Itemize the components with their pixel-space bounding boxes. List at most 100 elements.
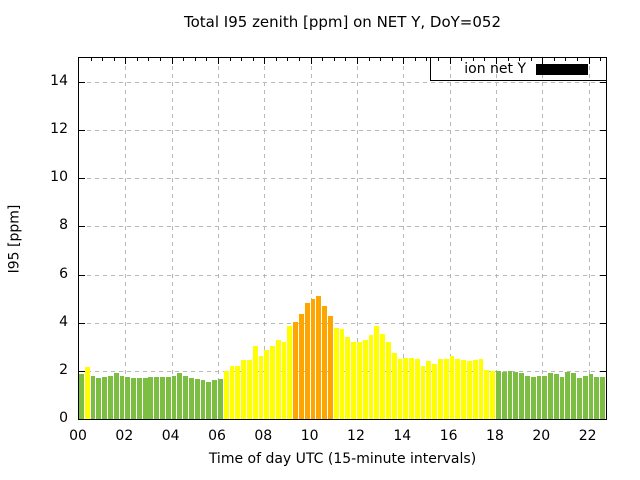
data-bar — [148, 376, 154, 419]
x-tick-mark — [345, 58, 347, 61]
x-tick-mark — [426, 58, 428, 61]
data-bar — [490, 370, 495, 419]
data-bar — [316, 296, 322, 419]
x-tick-mark — [461, 58, 463, 61]
x-tick-mark — [403, 58, 405, 64]
data-bar — [582, 375, 588, 419]
x-tick-label: 22 — [578, 428, 597, 444]
data-bar — [374, 326, 380, 419]
y-tick-label: 12 — [50, 121, 68, 138]
x-tick-mark — [217, 58, 219, 64]
data-bar — [351, 341, 356, 419]
data-bar — [252, 345, 258, 419]
data-bar — [287, 326, 293, 419]
x-tick-label: 10 — [300, 428, 319, 444]
y-tick-mark — [79, 322, 85, 324]
x-tick-mark — [287, 58, 289, 61]
x-tick-mark — [484, 58, 486, 61]
x-tick-mark — [356, 58, 358, 64]
x-tick-mark — [507, 58, 509, 61]
x-tick-mark — [275, 58, 277, 61]
data-bar — [594, 376, 600, 419]
data-bar — [345, 337, 351, 419]
data-bar — [333, 327, 339, 419]
y-tick-mark — [79, 178, 85, 180]
data-bar — [177, 373, 183, 419]
data-bar — [420, 366, 426, 419]
x-tick-mark — [299, 58, 301, 61]
gridline-vertical — [542, 58, 544, 419]
x-tick-label: 08 — [254, 428, 273, 444]
x-tick-label: 06 — [208, 428, 226, 444]
x-tick-mark — [241, 58, 243, 61]
data-bar — [559, 376, 565, 419]
data-bar — [501, 372, 507, 419]
y-tick-mark — [600, 274, 606, 276]
y-tick-mark — [600, 370, 606, 372]
x-tick-mark — [565, 58, 567, 61]
data-bar — [299, 314, 304, 419]
data-bar — [212, 380, 217, 419]
y-tick-label: 6 — [59, 265, 68, 282]
data-bar — [136, 378, 142, 419]
x-tick-mark — [588, 58, 590, 64]
x-tick-mark — [542, 58, 544, 64]
x-tick-label: 14 — [393, 428, 412, 444]
data-bar — [461, 360, 467, 419]
gridline-horizontal — [79, 274, 606, 276]
data-bar — [258, 356, 264, 419]
legend-label: ion net Y — [464, 61, 526, 77]
gridline-vertical — [217, 58, 219, 419]
y-tick-mark — [600, 130, 606, 132]
gridline-horizontal — [79, 322, 606, 324]
x-tick-mark — [600, 58, 602, 61]
gridline-vertical — [310, 58, 312, 419]
data-bar — [310, 298, 316, 419]
y-tick-label: 8 — [59, 217, 68, 234]
data-bar — [200, 380, 206, 419]
y-tick-mark — [600, 82, 606, 84]
x-tick-mark — [380, 58, 382, 61]
data-bar — [223, 370, 229, 419]
data-bar — [467, 361, 472, 419]
legend-swatch-icon — [536, 63, 588, 75]
data-bar — [362, 339, 368, 419]
y-tick-mark — [79, 130, 85, 132]
data-bar — [495, 370, 501, 419]
data-bar — [588, 374, 594, 419]
gridline-vertical — [449, 58, 451, 419]
data-bar — [484, 369, 490, 419]
data-bar — [403, 357, 409, 419]
data-bar — [270, 345, 275, 419]
gridline-vertical — [495, 58, 497, 419]
data-bar — [90, 375, 96, 419]
data-bar — [235, 366, 241, 419]
x-tick-label: 16 — [439, 428, 458, 444]
x-axis-label: Time of day UTC (15-minute intervals) — [208, 451, 477, 467]
gridline-vertical — [403, 58, 405, 419]
x-tick-mark — [472, 58, 474, 61]
x-tick-mark — [368, 58, 370, 61]
x-tick-mark — [194, 58, 196, 61]
x-tick-mark — [391, 58, 393, 61]
y-axis-label: I95 [ppm] — [6, 204, 23, 273]
y-tick-mark — [79, 274, 85, 276]
y-tick-label: 10 — [50, 169, 68, 186]
x-tick-label: 04 — [161, 428, 180, 444]
y-tick-mark — [600, 322, 606, 324]
x-tick-mark — [136, 58, 138, 61]
gridline-horizontal — [79, 130, 606, 132]
data-bar — [455, 358, 461, 419]
y-tick-label: 4 — [59, 313, 68, 330]
data-bar — [513, 372, 519, 419]
data-bar — [409, 357, 414, 419]
x-tick-mark — [310, 58, 312, 64]
data-bar — [507, 370, 513, 419]
x-tick-mark — [148, 58, 150, 61]
data-bar — [293, 321, 299, 419]
data-bar — [356, 341, 362, 419]
data-bar — [339, 328, 345, 419]
data-bar — [524, 375, 530, 419]
data-bar — [472, 360, 478, 419]
